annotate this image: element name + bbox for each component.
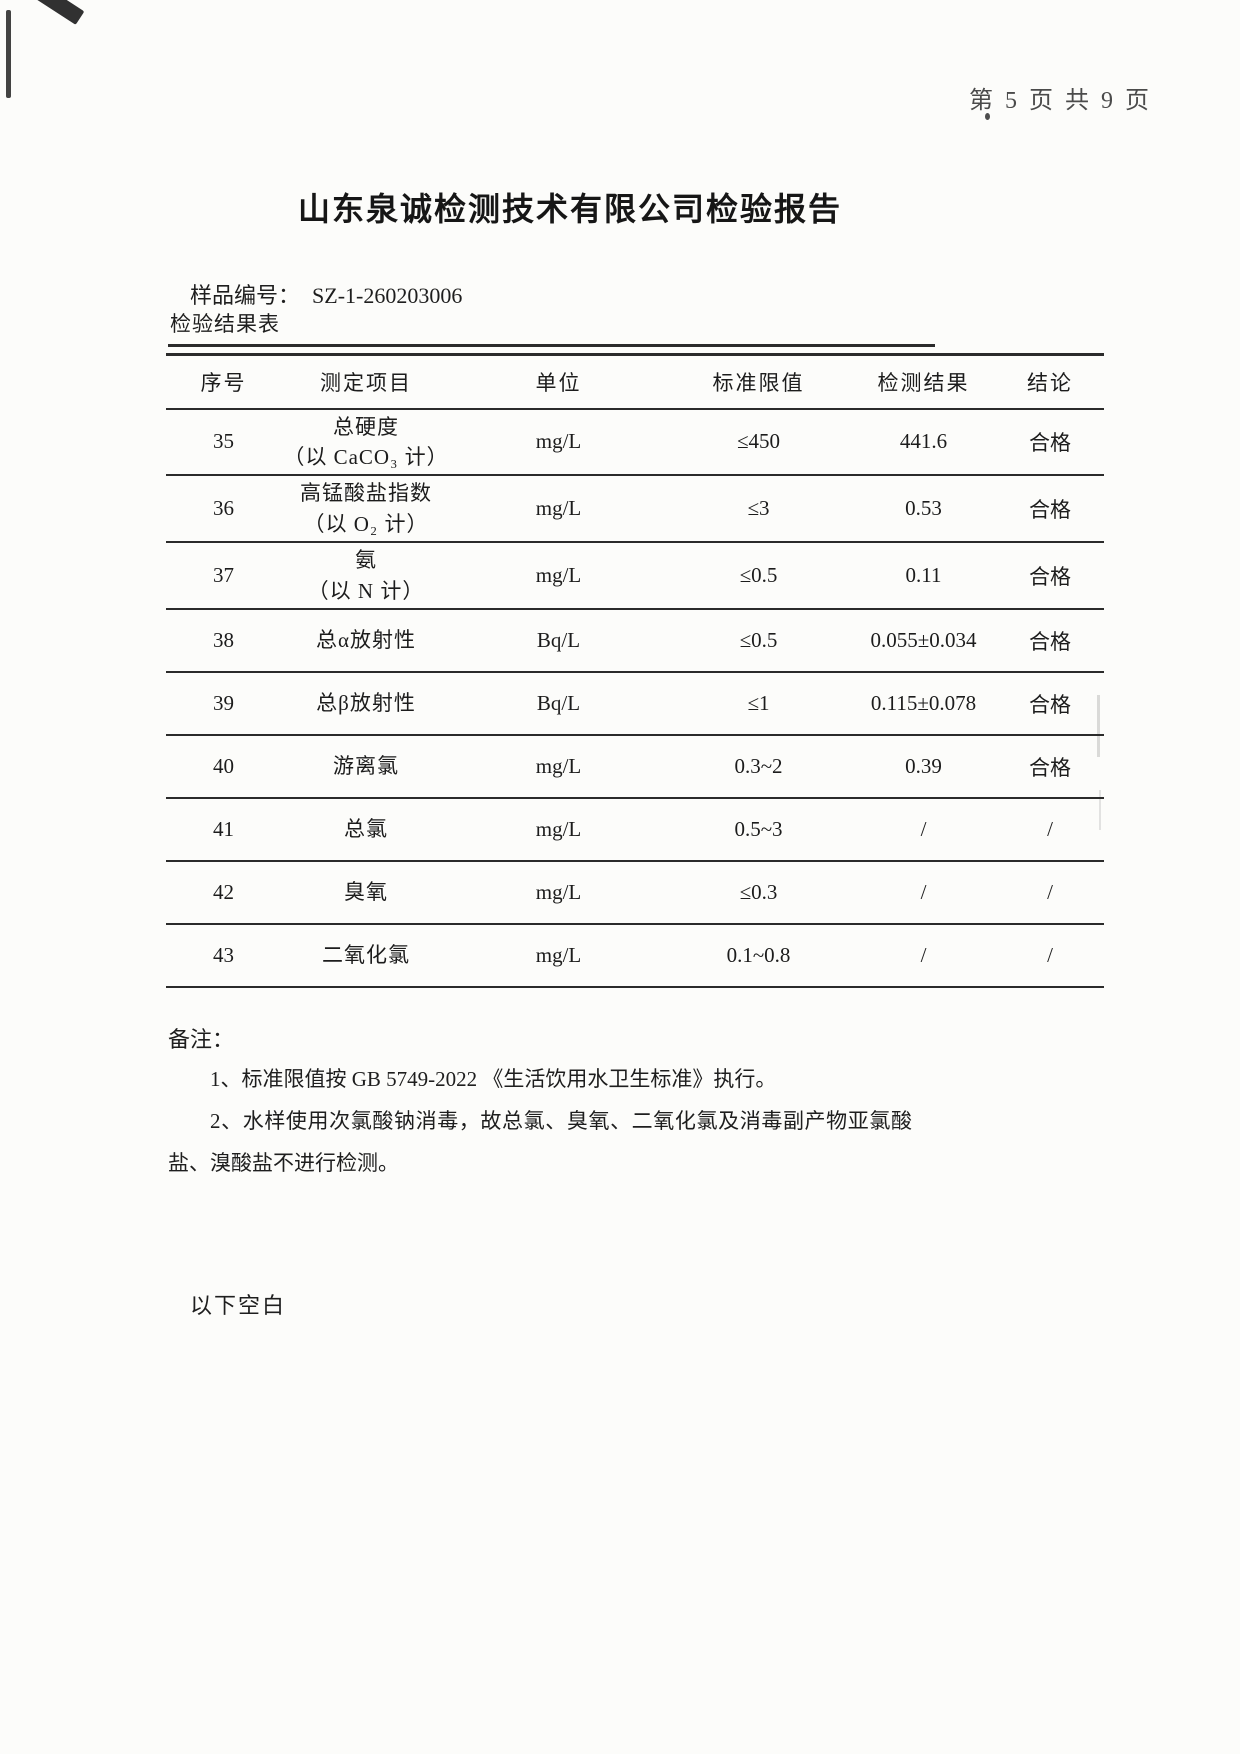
cell-unit: Bq/L	[536, 691, 581, 716]
cell-result: 441.6	[899, 429, 948, 454]
cell-standard-limit: ≤1	[747, 691, 770, 716]
notes-label: 备注：	[168, 1027, 235, 1052]
scan-artifact-smudge	[1099, 790, 1101, 830]
cell-item-name: 二氧化氯	[322, 943, 410, 968]
blank-below-marker: 以下空白	[190, 1293, 287, 1318]
cell-result: 0.39	[905, 754, 942, 779]
cell-item-name: 总β放射性	[316, 691, 416, 716]
cell-standard-limit: ≤0.3	[739, 880, 778, 905]
cell-conclusion: 合格	[1029, 430, 1071, 455]
note-item-1: 1、标准限值按 GB 5749-2022 《生活饮用水卫生标准》执行。	[210, 1067, 777, 1091]
cell-result: /	[920, 880, 927, 905]
cell-result: 0.055±0.034	[870, 628, 977, 653]
cell-item-name: 高锰酸盐指数 （以 O₂ 计）	[300, 481, 432, 536]
page-number: 第 5 页 共 9 页	[969, 88, 1152, 114]
cell-unit: mg/L	[535, 817, 582, 842]
col-header-standard-limit: 标准限值	[712, 370, 805, 395]
col-header-item: 测定项目	[320, 370, 412, 395]
cell-standard-limit: 0.3~2	[734, 754, 783, 779]
cell-standard-limit: 0.1~0.8	[726, 943, 791, 968]
cell-standard-limit: 0.5~3	[734, 817, 783, 842]
results-table-caption: 检验结果表	[170, 312, 280, 336]
cell-conclusion: 合格	[1029, 564, 1071, 589]
table-row: 36 高锰酸盐指数 （以 O₂ 计） mg/L ≤3 0.53 合格	[166, 475, 1104, 543]
cell-conclusion: 合格	[1029, 629, 1071, 654]
sample-number-line: 样品编号： SZ-1-260203006	[168, 252, 935, 347]
cell-item-name: 游离氯	[333, 754, 399, 779]
report-title: 山东泉诚检测技术有限公司检验报告	[297, 191, 842, 227]
scan-artifact-edge-mark	[6, 10, 11, 98]
col-header-conclusion: 结论	[1027, 370, 1073, 395]
cell-conclusion: /	[1047, 943, 1053, 968]
cell-seq-no: 37	[213, 563, 234, 588]
cell-result: 0.115±0.078	[870, 691, 977, 716]
table-row: 43 二氧化氯 mg/L 0.1~0.8 / /	[166, 924, 1104, 988]
results-table-head: 序号 测定项目 单位 标准限值 检测结果 结论	[166, 354, 1104, 409]
cell-unit: mg/L	[535, 496, 582, 521]
cell-unit: Bq/L	[536, 628, 581, 653]
notes-body: 1、标准限值按 GB 5749-2022 《生活饮用水卫生标准》执行。 2、水样…	[168, 1058, 912, 1184]
cell-unit: mg/L	[535, 943, 582, 968]
cell-seq-no: 36	[213, 496, 234, 521]
scan-artifact-corner-mark	[13, 0, 85, 25]
table-row: 42 臭氧 mg/L ≤0.3 / /	[166, 861, 1104, 925]
cell-unit: mg/L	[535, 754, 582, 779]
cell-standard-limit: ≤0.5	[739, 628, 778, 653]
cell-conclusion: 合格	[1029, 755, 1071, 780]
cell-standard-limit: ≤3	[747, 496, 770, 521]
cell-unit: mg/L	[535, 563, 582, 588]
cell-seq-no: 43	[213, 943, 234, 968]
table-row: 40 游离氯 mg/L 0.3~2 0.39 合格	[166, 735, 1104, 799]
cell-item-name: 总α放射性	[315, 628, 416, 653]
cell-conclusion: 合格	[1029, 497, 1071, 522]
note-item-2: 2、水样使用次氯酸钠消毒，故总氯、臭氧、二氧化氯及消毒副产物亚氯酸盐、溴酸盐不进…	[168, 1109, 912, 1175]
col-header-result: 检测结果	[877, 370, 970, 395]
cell-unit: mg/L	[535, 880, 582, 905]
cell-conclusion: /	[1047, 817, 1053, 842]
cell-standard-limit: ≤450	[736, 429, 781, 454]
table-row: 35 总硬度 （以 CaCO₃ 计） mg/L ≤450 441.6 合格	[166, 409, 1104, 476]
cell-result: /	[920, 817, 927, 842]
cell-item-name: 氨 （以 N 计）	[307, 548, 425, 603]
cell-standard-limit: ≤0.5	[739, 563, 778, 588]
sample-number-value: SZ-1-260203006	[312, 283, 463, 308]
cell-result: 0.53	[905, 496, 942, 521]
cell-unit: mg/L	[535, 429, 582, 454]
col-header-unit: 单位	[535, 370, 582, 395]
results-table-body: 35 总硬度 （以 CaCO₃ 计） mg/L ≤450 441.6 合格 36…	[166, 409, 1104, 988]
sample-number-label: 样品编号：	[190, 283, 301, 308]
cell-seq-no: 39	[213, 691, 234, 716]
table-row: 41 总氯 mg/L 0.5~3 / /	[166, 798, 1104, 862]
col-header-seq-no: 序号	[200, 370, 247, 395]
table-row: 38 总α放射性 Bq/L ≤0.5 0.055±0.034 合格	[166, 609, 1104, 673]
cell-item-name: 总硬度 （以 CaCO₃ 计）	[283, 414, 449, 469]
cell-conclusion: 合格	[1029, 692, 1071, 717]
cell-seq-no: 42	[213, 880, 234, 905]
scan-artifact-smudge	[1097, 695, 1100, 757]
cell-seq-no: 40	[213, 754, 234, 779]
cell-result: /	[920, 943, 927, 968]
cell-seq-no: 38	[213, 628, 234, 653]
table-row: 39 总β放射性 Bq/L ≤1 0.115±0.078 合格	[166, 672, 1104, 736]
cell-item-name: 总氯	[344, 817, 388, 842]
cell-item-name: 臭氧	[344, 880, 388, 905]
cell-seq-no: 35	[213, 429, 234, 454]
cell-seq-no: 41	[213, 817, 234, 842]
results-table: 序号 测定项目 单位 标准限值 检测结果 结论 35 总硬度 （以 CaCO₃ …	[166, 353, 1104, 988]
cell-result: 0.11	[905, 563, 942, 588]
scan-artifact-dot	[985, 113, 990, 120]
cell-conclusion: /	[1047, 880, 1053, 905]
table-row: 37 氨 （以 N 计） mg/L ≤0.5 0.11 合格	[166, 542, 1104, 610]
header-row: 序号 测定项目 单位 标准限值 检测结果 结论	[166, 354, 1104, 409]
